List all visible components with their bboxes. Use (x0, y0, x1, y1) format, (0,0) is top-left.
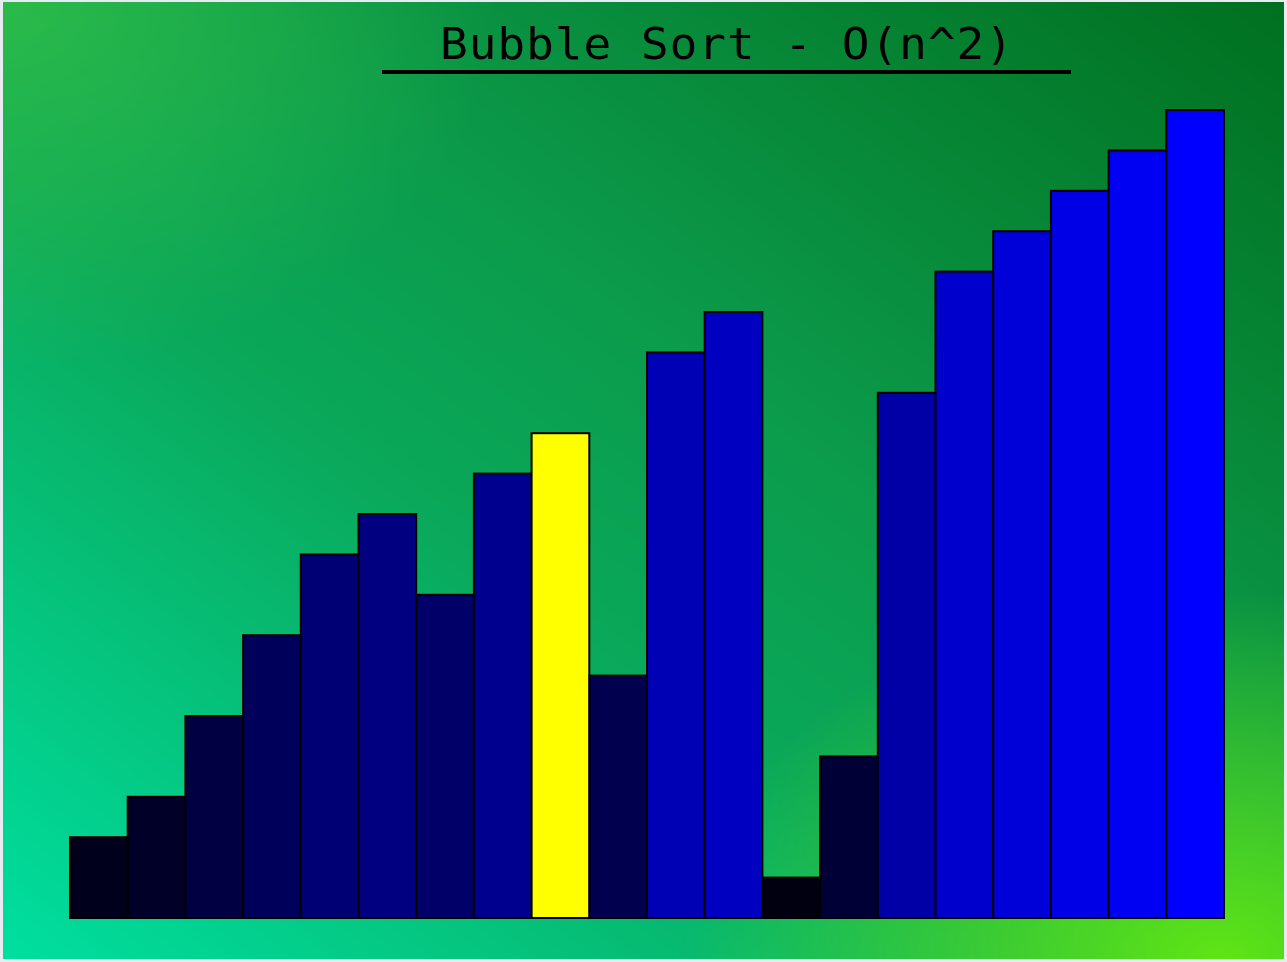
bar (588, 674, 648, 919)
bar (703, 311, 764, 919)
bar (934, 270, 995, 920)
bar (646, 351, 706, 919)
bar (299, 553, 360, 920)
bar (761, 876, 822, 919)
bar (69, 836, 129, 920)
bar (1165, 109, 1226, 919)
page-title: Bubble Sort - O(n^2) (440, 18, 1014, 70)
bar (1049, 189, 1110, 920)
bar-chart (69, 109, 1226, 920)
title-underline (382, 70, 1071, 74)
bar (126, 795, 187, 919)
bar (184, 715, 245, 919)
bar (1107, 149, 1168, 919)
bar (415, 593, 475, 919)
bar (992, 230, 1052, 919)
bar (876, 391, 937, 919)
bar (242, 634, 302, 919)
bar (357, 513, 418, 919)
bar (472, 472, 533, 919)
bar (819, 755, 879, 920)
bar-highlighted (530, 432, 591, 919)
